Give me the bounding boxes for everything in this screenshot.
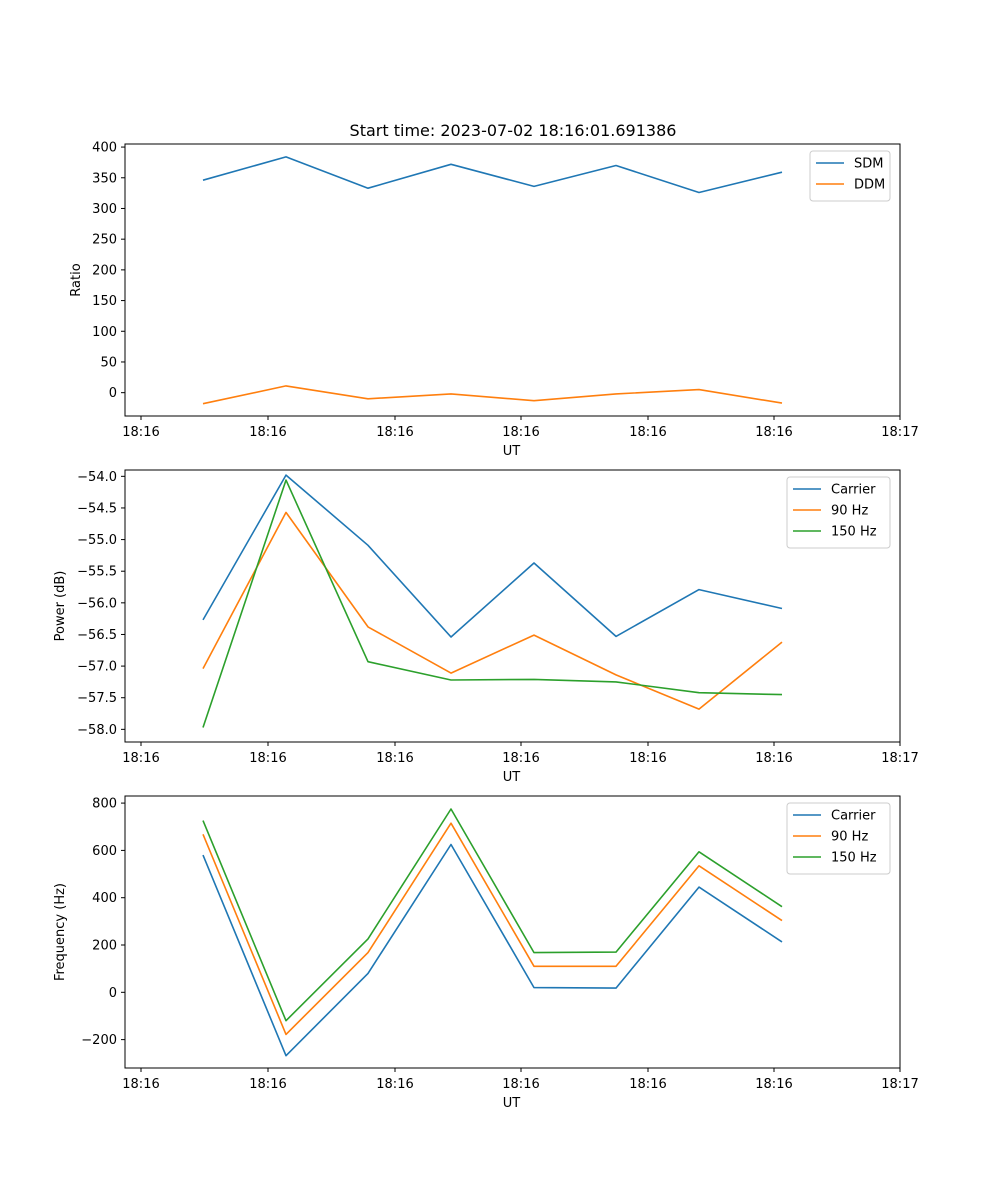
x-tick-label: 18:16 — [249, 425, 286, 440]
y-tick-label: 50 — [100, 355, 117, 370]
y-tick-label: 100 — [92, 325, 117, 340]
y-tick-label: 200 — [92, 263, 117, 278]
x-tick-label: 18:17 — [881, 425, 918, 440]
series-line-90-hz — [202, 822, 783, 1036]
series-line-150-hz — [202, 479, 783, 728]
y-tick-label: −55.5 — [77, 565, 117, 580]
x-tick-label: 18:16 — [249, 751, 286, 766]
frequency-panel: 18:16 18:16 18:16 18:16 18:16 18:16 18:17 800 60… — [53, 795, 919, 1111]
y-axis-label: Ratio — [69, 263, 84, 296]
y-tick-label: 800 — [92, 797, 117, 812]
y-axis-label: Frequency (Hz) — [53, 883, 68, 981]
y-tick-label: 350 — [92, 171, 117, 186]
y-tick-label: −56.5 — [77, 628, 117, 643]
x-tick-label: 18:16 — [755, 1077, 792, 1092]
series-line-150-hz — [202, 808, 783, 1022]
x-tick-label: 18:16 — [629, 1077, 666, 1092]
y-tick-label: 400 — [92, 891, 117, 906]
series-line-carrier — [202, 474, 783, 638]
legend-entry: SDM — [854, 157, 883, 172]
y-tick-label: 600 — [92, 844, 117, 859]
y-axis-label: Power (dB) — [53, 571, 68, 642]
x-tick-label: 18:16 — [502, 425, 539, 440]
ratio-panel: 18:16 18:16 18:16 18:16 18:16 18:16 18:17 400 35… — [69, 141, 919, 459]
x-tick-label: 18:16 — [122, 751, 159, 766]
series-line-carrier — [202, 843, 783, 1057]
x-tick-label: 18:16 — [629, 751, 666, 766]
axes-frame — [124, 795, 901, 1069]
x-axis-label: UT — [503, 1096, 521, 1111]
y-tick-label: 200 — [92, 939, 117, 954]
y-tick-label: −57.5 — [77, 691, 117, 706]
x-tick-label: 18:17 — [881, 751, 918, 766]
x-axis-label: UT — [503, 444, 521, 459]
x-axis-label: UT — [503, 770, 521, 785]
legend-entry: 90 Hz — [831, 504, 868, 519]
y-tick-label: −55.0 — [77, 533, 117, 548]
x-tick-label: 18:16 — [755, 751, 792, 766]
x-tick-label: 18:16 — [502, 751, 539, 766]
axes-frame — [124, 469, 901, 743]
x-tick-label: 18:16 — [376, 1077, 413, 1092]
y-tick-label: −58.0 — [77, 723, 117, 738]
x-tick-label: 18:16 — [376, 425, 413, 440]
x-tick-label: 18:17 — [881, 1077, 918, 1092]
x-tick-label: 18:16 — [376, 751, 413, 766]
y-tick-label: 0 — [109, 986, 117, 1001]
x-tick-label: 18:16 — [755, 425, 792, 440]
power-panel: 18:16 18:16 18:16 18:16 18:16 18:16 18:17 −54.0… — [53, 469, 919, 785]
y-tick-label: 400 — [92, 141, 117, 156]
legend-entry: 150 Hz — [831, 851, 877, 866]
legend-entry: Carrier — [831, 483, 876, 498]
y-tick-label: −54.5 — [77, 501, 117, 516]
x-tick-label: 18:16 — [122, 1077, 159, 1092]
legend-entry: 90 Hz — [831, 830, 868, 845]
series-line-ddm — [202, 385, 783, 405]
y-tick-label: 150 — [92, 294, 117, 309]
y-tick-label: −57.0 — [77, 660, 117, 675]
legend-entry: DDM — [854, 178, 885, 193]
series-line-90-hz — [202, 511, 783, 710]
y-tick-label: 250 — [92, 233, 117, 248]
axes-frame — [124, 143, 901, 417]
x-tick-label: 18:16 — [249, 1077, 286, 1092]
series-line-sdm — [202, 156, 783, 194]
y-tick-label: 0 — [109, 386, 117, 401]
y-tick-label: −54.0 — [77, 470, 117, 485]
x-tick-label: 18:16 — [629, 425, 666, 440]
y-tick-label: −200 — [81, 1033, 117, 1048]
chart-title: Start time: 2023-07-02 18:16:01.691386 — [350, 121, 677, 140]
y-tick-label: 300 — [92, 202, 117, 217]
x-tick-label: 18:16 — [502, 1077, 539, 1092]
legend-entry: Carrier — [831, 809, 876, 824]
x-tick-label: 18:16 — [122, 425, 159, 440]
y-tick-label: −56.0 — [77, 596, 117, 611]
legend-entry: 150 Hz — [831, 525, 877, 540]
